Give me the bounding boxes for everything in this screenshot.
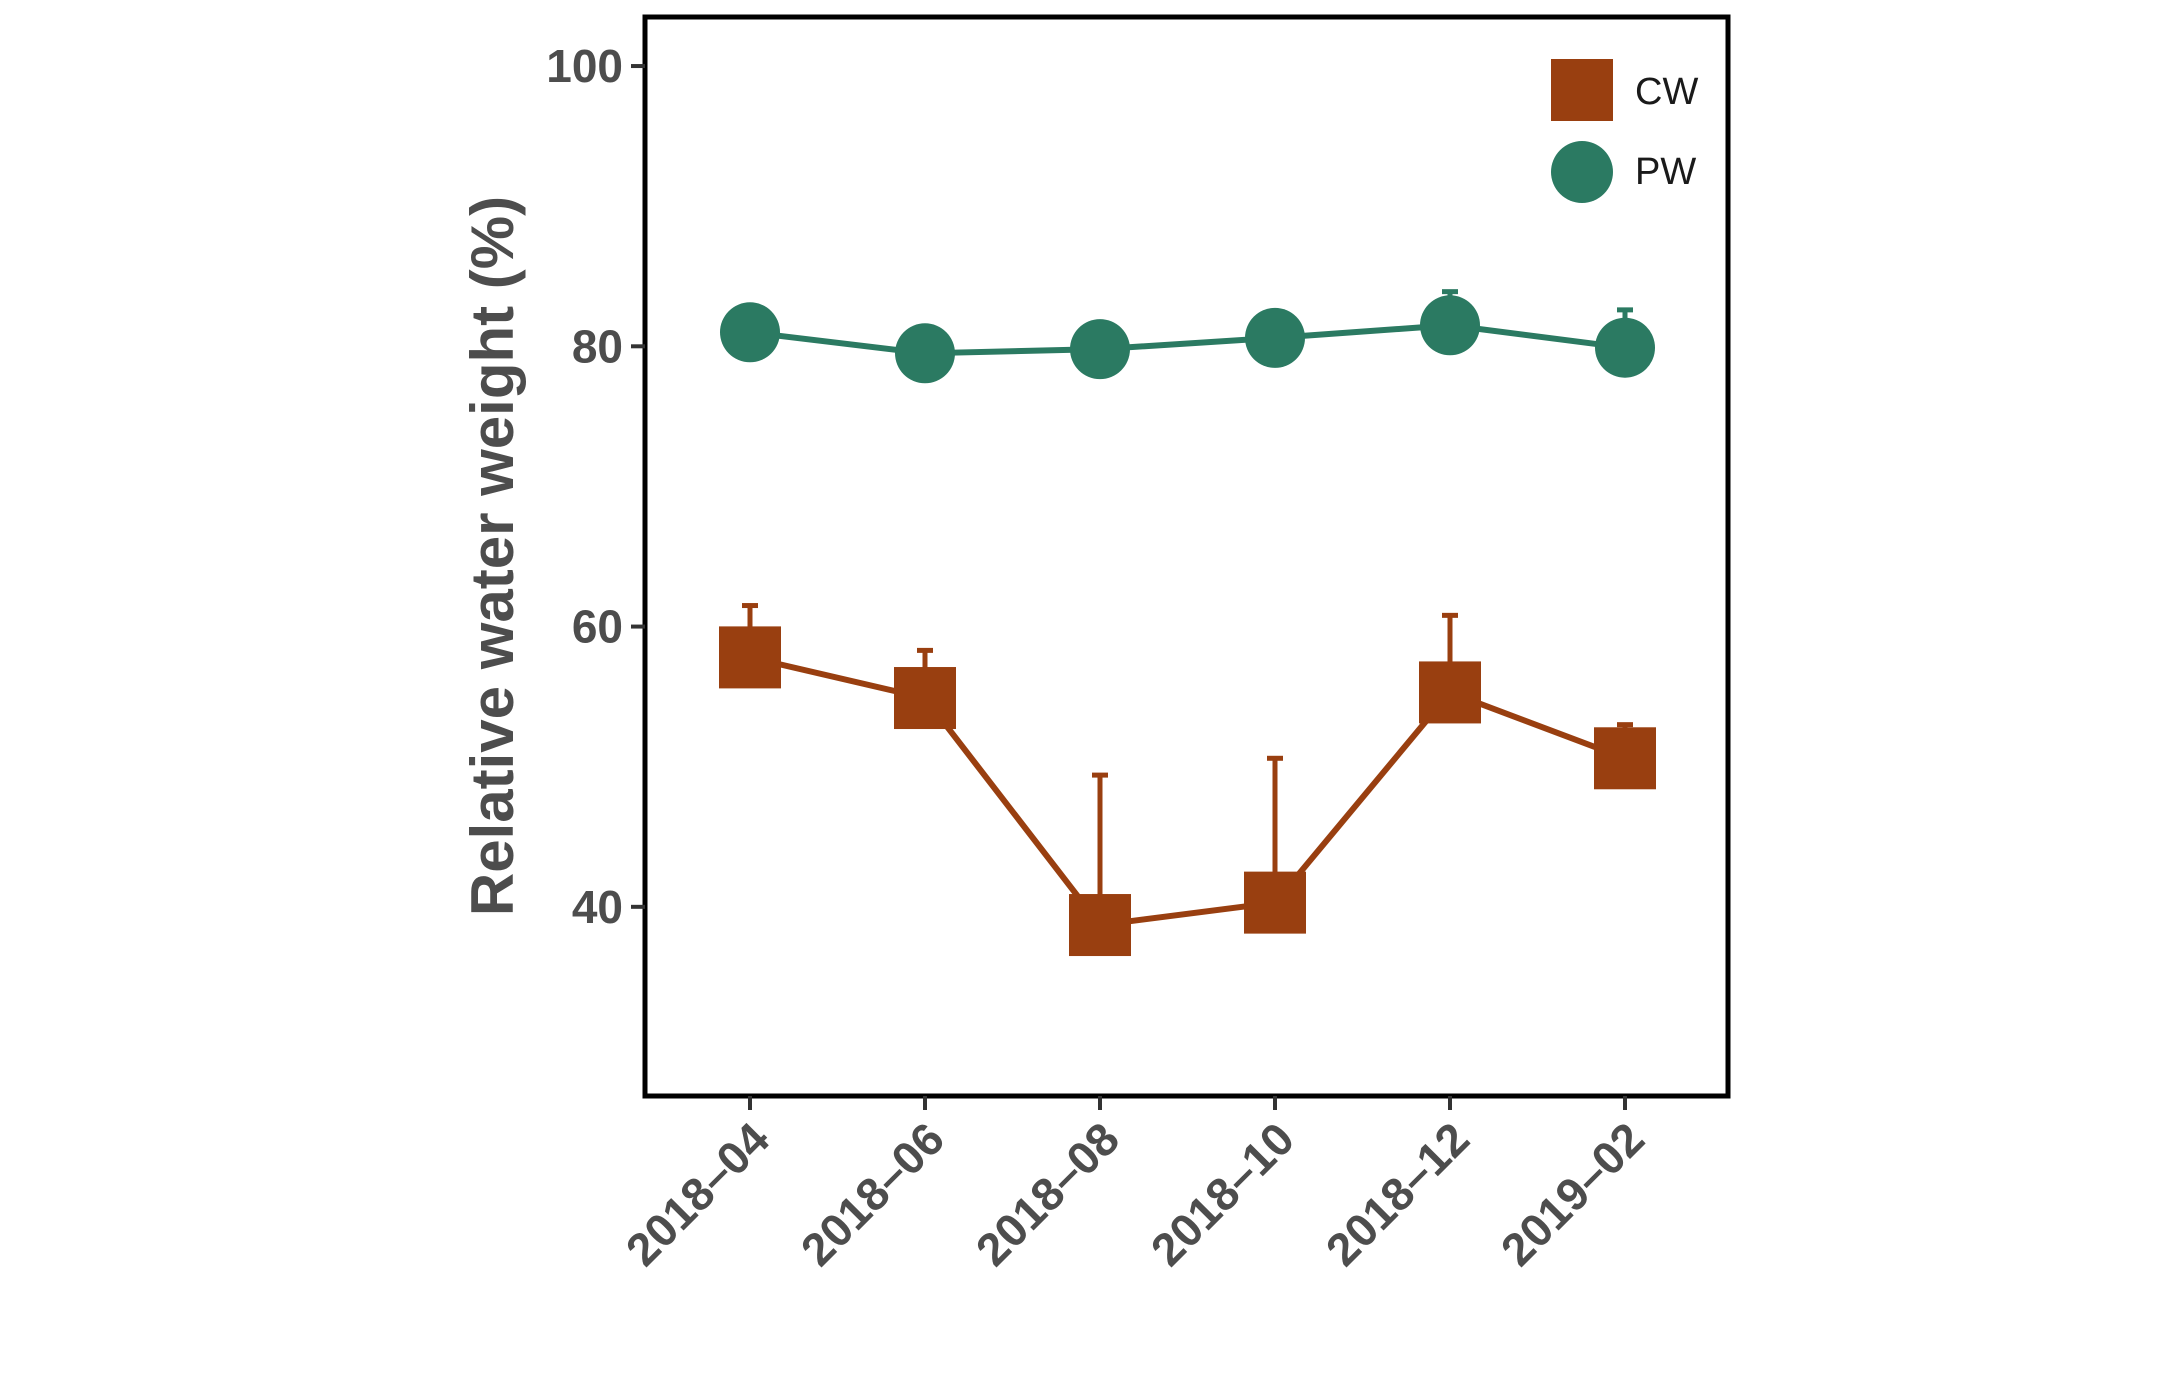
y-tick-label: 100: [546, 40, 623, 92]
legend-label-cw: CW: [1635, 71, 1698, 113]
data-point-pw: [1595, 317, 1655, 378]
data-point-cw: [1069, 894, 1131, 957]
data-point-cw: [1594, 727, 1656, 790]
y-tick-label: 40: [572, 881, 623, 933]
y-tick-label: 60: [572, 601, 623, 653]
legend-item-cw: CW: [1551, 59, 1698, 121]
legend-key-pw: [1551, 141, 1613, 203]
data-point-cw: [719, 626, 781, 689]
legend-key-cw: [1551, 59, 1613, 121]
data-point-pw: [1245, 307, 1305, 368]
series-cw: [719, 603, 1656, 957]
data-point-pw: [720, 302, 780, 363]
series-pw: [720, 289, 1655, 384]
data-point-cw: [1244, 871, 1306, 934]
data-point-cw: [894, 667, 956, 730]
legend-label-pw: PW: [1635, 151, 1696, 193]
legend-item-pw: PW: [1551, 141, 1696, 203]
legend: CW PW: [1551, 59, 1698, 203]
data-point-cw: [1419, 661, 1481, 724]
y-tick-label: 80: [572, 320, 623, 372]
data-point-pw: [1070, 319, 1130, 380]
y-axis-title: Relative water weight (%): [459, 196, 526, 916]
data-point-pw: [895, 323, 955, 384]
plot-panel-border: [642, 14, 1731, 1099]
marks-layer: [719, 289, 1656, 957]
data-point-pw: [1420, 295, 1480, 356]
